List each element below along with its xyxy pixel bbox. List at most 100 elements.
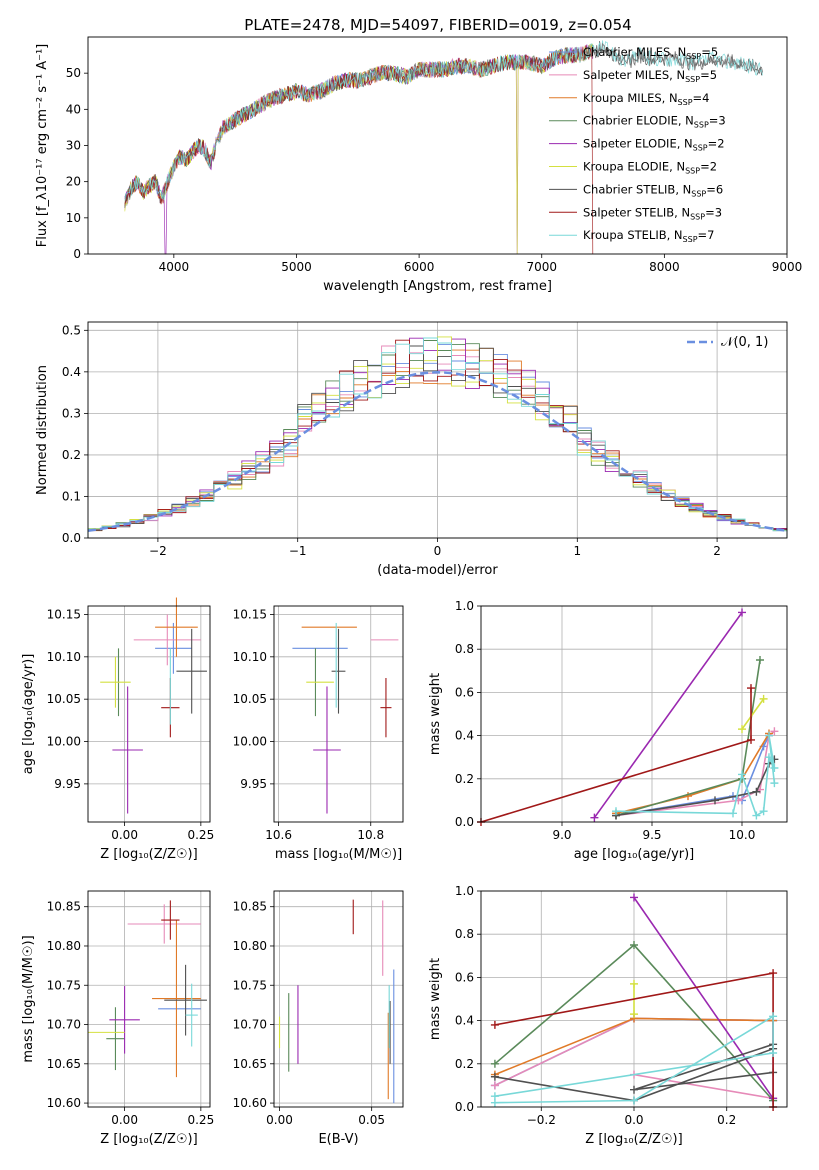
y-tick-label: 20 — [66, 175, 81, 189]
y-axis-label: Normed distribution — [35, 365, 50, 495]
y-tick-label: 10.05 — [233, 692, 267, 706]
x-tick-label: 0.25 — [187, 1113, 214, 1127]
weight-line — [593, 612, 743, 819]
x-tick-label: −0.2 — [527, 1113, 556, 1127]
weight-marker — [769, 969, 778, 978]
y-axis-label: age [log₁₀(age/yr)] — [21, 654, 36, 775]
plot-area-residuals — [87, 336, 788, 538]
errorbar-point — [109, 986, 140, 1054]
x-tick-label: 9000 — [772, 260, 803, 274]
x-tick-label: 0.05 — [358, 1113, 385, 1127]
y-tick-label: 10.75 — [233, 978, 267, 992]
x-tick-label: 2 — [713, 544, 721, 558]
y-tick-label: 10.00 — [233, 735, 267, 749]
weight-marker — [711, 796, 719, 805]
x-tick-label: 5000 — [281, 260, 312, 274]
errorbar-point — [100, 656, 131, 708]
x-axis-label: Z [log₁₀(Z/Z☉)] — [100, 1132, 197, 1147]
weight-marker — [630, 1010, 638, 1019]
y-tick-label: 10.05 — [47, 692, 81, 706]
weight-marker — [738, 608, 746, 617]
x-tick-label: 0.00 — [266, 1113, 293, 1127]
y-axis-label: Flux [f_λ10⁻¹⁷ erg cm⁻² s⁻¹ A⁻¹] — [35, 44, 50, 248]
legend-label: Chabrier MILES, NSSP=5 — [583, 45, 718, 61]
axes-frame — [87, 890, 211, 1108]
x-tick-label: 6000 — [404, 260, 435, 274]
x-axis-label: age [log₁₀(age/yr)] — [574, 847, 695, 862]
errorbar-point — [380, 678, 392, 738]
axes-frame — [480, 605, 788, 823]
x-tick-label: 0.00 — [111, 828, 138, 842]
spectrum-line — [124, 45, 594, 206]
y-tick-label: 0.5 — [62, 323, 81, 337]
x-tick-label: 9.5 — [642, 828, 661, 842]
weight-marker — [490, 1059, 499, 1068]
spectrum-line — [124, 45, 594, 210]
legend-label: Kroupa MILES, NSSP=4 — [583, 91, 709, 107]
axes-frame — [480, 890, 788, 1108]
y-tick-label: 10.60 — [233, 1096, 267, 1110]
weight-marker — [770, 764, 779, 772]
legend-label: Kroupa STELIB, NSSP=7 — [583, 228, 714, 244]
y-tick-label: 10.75 — [47, 978, 81, 992]
x-tick-label: 0.25 — [187, 828, 214, 842]
panel-spectrum: 4000 5000 6000 7000 8000 9000 0 10 20 30 40 50 wavel… — [35, 36, 803, 294]
y-tick-label: 1.0 — [455, 884, 474, 898]
weight-marker — [752, 811, 761, 820]
weight-marker — [770, 779, 779, 788]
panel-weights_vs_Z: −0.2 0.0 0.2 0.0 0.2 0.4 0.6 0.8 1.0 Z [log₁₀(Z/Z… — [428, 884, 788, 1147]
legend-label: Kroupa ELODIE, NSSP=2 — [583, 160, 717, 176]
legend-label: Chabrier STELIB, NSSP=6 — [583, 182, 723, 198]
legend-label: Salpeter MILES, NSSP=5 — [583, 68, 717, 84]
y-tick-label: 10.65 — [47, 1057, 81, 1071]
y-tick-label: 0.8 — [455, 642, 474, 656]
y-tick-label: 10.65 — [233, 1057, 267, 1071]
errorbar-point — [161, 900, 180, 940]
y-tick-label: 0.4 — [62, 365, 81, 379]
x-axis-label: (data-model)/error — [377, 563, 498, 578]
weight-marker — [590, 813, 599, 822]
weight-marker — [738, 725, 746, 734]
weight-line — [741, 698, 765, 730]
plot-area-weights_vs_Z — [490, 893, 778, 1111]
weight-marker — [756, 656, 764, 664]
x-axis-label: E(B-V) — [318, 1132, 358, 1147]
y-tick-label: 10.60 — [47, 1096, 81, 1110]
panel-mass_vs_ebv: 0.00 0.05 10.60 10.65 10.70 10.75 10.80 10.85 E(… — [233, 890, 404, 1147]
legend-label: Salpeter STELIB, NSSP=3 — [583, 205, 722, 221]
y-tick-label: 0.6 — [455, 970, 474, 984]
spectrum-line — [124, 44, 594, 207]
y-axis-label: mass weight — [428, 958, 443, 1040]
errorbar-point — [185, 983, 198, 1047]
errorbar-point — [155, 597, 198, 657]
weight-marker — [747, 684, 755, 693]
plot-area-age_vs_Z — [100, 597, 207, 814]
x-axis-label: Z [log₁₀(Z/Z☉)] — [585, 1132, 682, 1147]
axes-frame — [273, 605, 404, 823]
spectrum-line — [124, 40, 763, 201]
weight-marker — [490, 1072, 499, 1081]
x-tick-label: 0.2 — [717, 1113, 736, 1127]
errorbar-point — [127, 904, 201, 944]
plot-area-mass_vs_Z — [88, 900, 207, 1078]
y-tick-label: 0.3 — [62, 406, 81, 420]
weight-marker — [490, 1081, 499, 1090]
x-axis-label: wavelength [Angstrom, rest frame] — [323, 279, 552, 294]
x-tick-label: −1 — [289, 544, 307, 558]
spectrum-tail-line — [590, 42, 763, 75]
y-tick-label: 10 — [66, 211, 81, 225]
y-tick-label: 10.85 — [233, 900, 267, 914]
y-tick-label: 10.80 — [47, 939, 81, 953]
weight-marker — [769, 1049, 778, 1057]
y-tick-label: 40 — [66, 102, 81, 116]
errorbar-point — [164, 964, 207, 1036]
x-tick-label: 10.6 — [265, 828, 292, 842]
axes-frame — [273, 890, 404, 1108]
y-axis-label: mass [log₁₀(M/M☉)] — [21, 935, 36, 1062]
y-tick-label: 9.95 — [240, 777, 267, 791]
y-tick-label: 0.4 — [455, 1014, 474, 1028]
weight-marker — [630, 893, 638, 902]
y-tick-label: 0.6 — [455, 685, 474, 699]
plot-area-age_vs_mass — [292, 622, 399, 814]
y-tick-label: 30 — [66, 139, 81, 153]
